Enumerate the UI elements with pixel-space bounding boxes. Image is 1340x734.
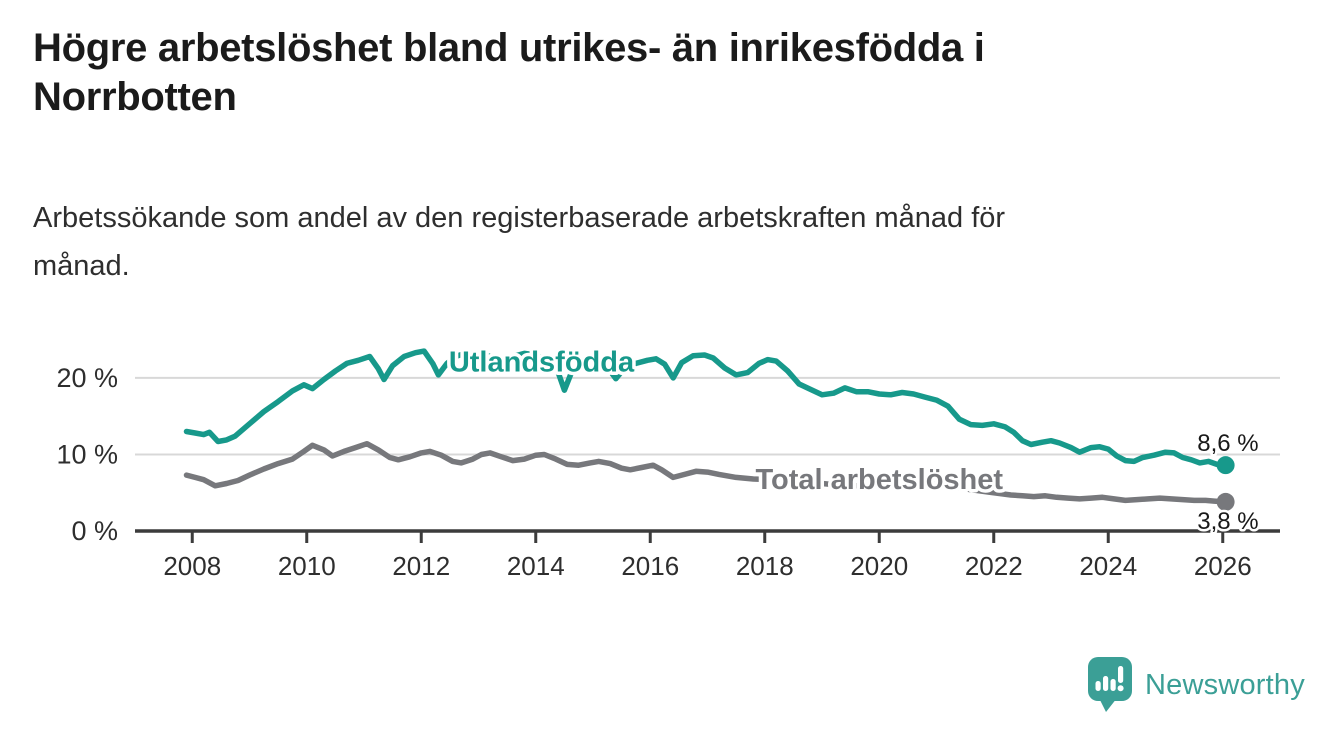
series-line-total-arbetsloshet <box>183 440 1229 505</box>
x-tick-label-2014: 2014 <box>507 551 565 581</box>
chart-subtitle: Arbetssökande som andel av den registerb… <box>33 194 1273 290</box>
x-tick-label-2018: 2018 <box>736 551 794 581</box>
series-label-utlandsfodda: Utlandsfödda <box>449 346 635 378</box>
logo-bar-3 <box>1110 679 1116 691</box>
chart-subtitle-line2: månad. <box>33 250 130 282</box>
logo-bar-1 <box>1095 681 1101 691</box>
chart-title: Högre arbetslöshet bland utrikes- än inr… <box>33 24 1253 122</box>
logo-bubble-tail <box>1099 698 1117 712</box>
x-tick-label-2022: 2022 <box>965 551 1023 581</box>
series-end-dot-total-arbetsloshet <box>1216 492 1235 511</box>
bar-chart-speech-bubble-icon <box>1088 657 1132 712</box>
y-tick-label-10: 10 % <box>56 439 118 469</box>
series-line-utlandsfodda <box>183 348 1229 468</box>
x-tick-label-2010: 2010 <box>278 551 336 581</box>
chart-title-line2: Norrbotten <box>33 75 237 119</box>
newsworthy-logo: Newsworthy <box>1087 656 1305 714</box>
x-tick-label-2026: 2026 <box>1194 551 1252 581</box>
y-tick-label-0: 0 % <box>71 516 118 546</box>
chart-title-line1: Högre arbetslöshet bland utrikes- än inr… <box>33 26 985 70</box>
logo-bar-2 <box>1103 676 1109 691</box>
x-tick-label-2008: 2008 <box>163 551 221 581</box>
logo-exclamation-bar <box>1118 666 1124 683</box>
series-end-value-utlandsfodda: 8,6 % <box>1197 430 1258 457</box>
logo-bubble <box>1088 657 1132 701</box>
newsworthy-logo-text: Newsworthy <box>1145 668 1305 701</box>
x-tick-label-2016: 2016 <box>621 551 679 581</box>
x-tick-label-2020: 2020 <box>850 551 908 581</box>
x-tick-label-2012: 2012 <box>392 551 450 581</box>
logo-exclamation-dot <box>1117 685 1124 692</box>
series-end-value-total-arbetsloshet: 3,8 % <box>1197 508 1258 535</box>
series-label-total-arbetsloshet: Total arbetslöshet <box>755 464 1003 496</box>
series-end-dot-utlandsfodda <box>1216 456 1235 475</box>
x-tick-label-2024: 2024 <box>1079 551 1137 581</box>
y-tick-label-20: 20 % <box>56 363 118 393</box>
chart-subtitle-line1: Arbetssökande som andel av den registerb… <box>33 202 1006 234</box>
